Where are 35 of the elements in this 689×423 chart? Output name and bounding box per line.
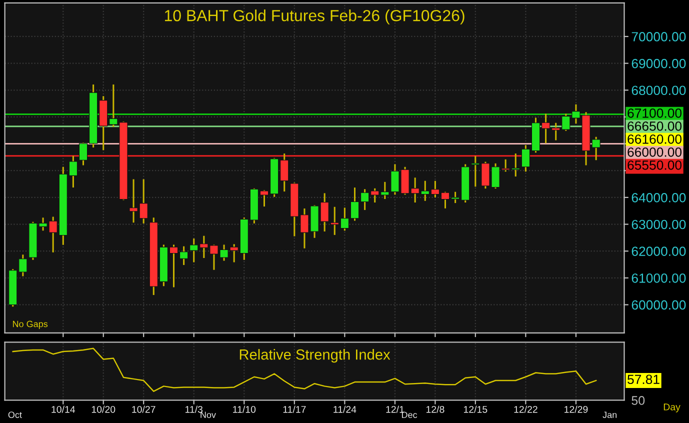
text: Jan: [602, 412, 617, 418]
text: Day: [664, 404, 680, 412]
ref-line-label: 65550.00: [628, 160, 682, 170]
y-tick-label: 70000.00: [632, 32, 686, 42]
x-tick-label: 12/22: [514, 406, 538, 413]
ref-line-label: 66000.00: [628, 147, 682, 157]
text: 50: [632, 396, 645, 405]
chart-title: Relative Strength Index: [240, 349, 390, 363]
y-tick-label: 64000.00: [632, 193, 686, 202]
annotation: No Gaps: [12, 320, 48, 329]
x-tick-label: 12/1: [386, 406, 404, 413]
text: 57.81: [628, 374, 660, 384]
text: Nov: [200, 412, 216, 418]
x-tick-label: 10/27: [132, 406, 156, 413]
x-tick-label: 11/24: [334, 406, 356, 413]
x-tick-label: 10/14: [52, 406, 76, 413]
y-tick-label: 69000.00: [632, 58, 686, 68]
x-tick-label: 12/8: [426, 406, 444, 413]
chart-title: 10 BAHT Gold Futures Feb-26 (GF10G26): [164, 10, 464, 24]
y-tick-label: 63000.00: [632, 220, 686, 230]
ref-line-label: 67100.00: [628, 108, 682, 118]
x-tick-label: 12/15: [464, 406, 488, 413]
ref-line-label: 66650.00: [628, 121, 682, 131]
y-tick-label: 60000.00: [632, 300, 686, 310]
x-tick-label: 11/10: [233, 406, 256, 413]
x-tick-label: 12/29: [564, 406, 588, 413]
x-tick-label: 11/3: [186, 406, 203, 413]
x-tick-label: 10/20: [92, 406, 116, 413]
text: 66160.00: [628, 134, 682, 144]
text: Oct: [8, 412, 22, 418]
y-tick-label: 68000.00: [632, 86, 686, 96]
y-tick-label: 62000.00: [632, 246, 686, 256]
y-tick-label: 61000.00: [632, 273, 686, 283]
text: Dec: [402, 412, 418, 418]
x-tick-label: 11/17: [283, 406, 306, 413]
